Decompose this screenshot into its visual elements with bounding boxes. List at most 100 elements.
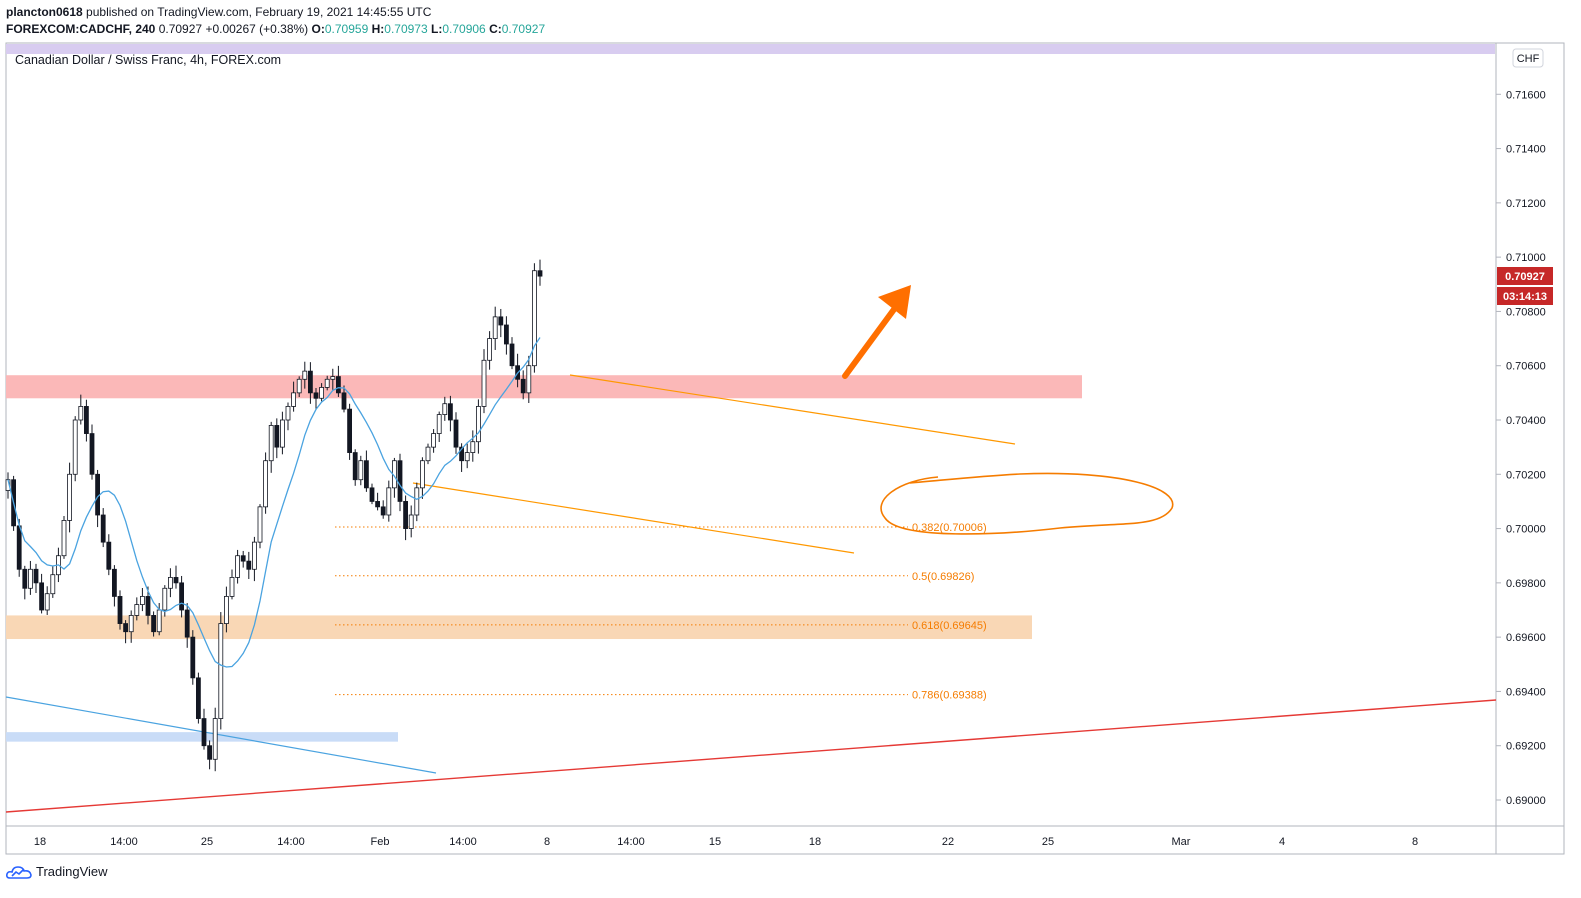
candle-body [296,378,302,394]
publish-info: plancton0618 published on TradingView.co… [6,5,431,19]
candle-body [167,577,173,589]
candle-body [526,365,532,394]
moving-average-line [7,337,541,668]
candle-body [279,419,285,448]
last-price-tag-label: 0.70927 [1505,271,1545,283]
candle-body [117,596,123,624]
candle-body [475,406,481,443]
candle-body [352,452,358,481]
close-label: C: [489,22,502,36]
candle-body [520,378,526,394]
fib-level-label: 0.5(0.69826) [912,571,974,583]
candle-body [89,433,95,475]
candle-body [431,433,437,448]
blue-trendline [5,696,437,774]
tradingview-logo[interactable]: TradingView [6,864,108,879]
low-value: 0.70906 [442,22,486,36]
candle-body [408,514,414,529]
candle-body [403,501,409,529]
candle-body [532,270,537,367]
channel-upper-line [569,374,1016,445]
published-text: published on TradingView.com, February 1… [86,5,432,19]
tradingview-cloud-icon [6,865,32,879]
y-tick-label: 0.70000 [1506,524,1546,536]
candle-body [464,452,470,462]
candle-body [145,596,151,616]
candle-body [251,541,257,570]
candle-body [84,406,89,434]
candle-body [44,593,50,611]
x-tick-label: 18 [34,836,46,848]
annotation-arrow-head [878,285,911,319]
purple-band [6,44,1495,54]
candle-body [50,574,56,595]
candle-body [481,359,487,407]
red-trendline [5,699,1497,813]
x-tick-label: Mar [1172,836,1191,848]
candle-body [72,419,78,475]
candle-body [347,408,353,453]
x-tick-label: 4 [1279,836,1285,848]
candle-body [263,460,269,508]
price-change: +0.00267 (+0.38%) [205,22,309,36]
x-tick-label: 14:00 [110,836,138,848]
candle-body [78,406,84,421]
currency-button[interactable] [1512,48,1544,68]
candle-body [358,460,364,481]
candle-body [453,419,459,448]
candle-body [151,615,157,633]
candle-body [229,577,235,597]
candle-body [447,403,453,421]
high-label: H: [371,22,385,36]
candle-body [106,541,112,570]
open-value: 0.70959 [324,22,369,36]
publisher-name[interactable]: plancton0618 [6,5,83,19]
candle-body [375,501,381,508]
candle-body [442,403,448,415]
candle-body [319,387,325,399]
candle-body [235,555,241,578]
y-tick-label: 0.69600 [1506,632,1546,644]
x-tick-label: 22 [942,836,954,848]
candle-body [184,609,190,638]
candle-body [162,587,168,611]
candle-body [257,506,263,543]
candle-body [67,473,72,521]
candle-body [324,378,330,388]
zone-support [6,615,1032,640]
last-price-tag [1497,267,1553,285]
low-label: L: [431,22,443,36]
candle-body [414,487,420,516]
x-tick-label: 14:00 [449,836,477,848]
candle-body [369,487,375,502]
countdown-tag-label: 03:14:13 [1503,291,1547,303]
annotation-arrow-shaft [842,305,898,379]
x-tick-label: 14:00 [617,836,645,848]
candle-body [128,615,134,633]
y-tick-label: 0.70800 [1506,306,1546,318]
candle-body [123,623,128,633]
candle-body [173,577,179,584]
candle-body [246,560,252,570]
candle-body [302,370,308,380]
candle-body [386,487,392,516]
fib-level-label: 0.382(0.70006) [912,522,987,534]
candle-body [380,506,386,516]
candle-body [112,568,117,597]
y-tick-label: 0.71000 [1506,252,1546,264]
zone-resistance [6,375,1082,399]
y-tick-label: 0.70600 [1506,361,1546,373]
candle-body [139,596,145,605]
x-tick-label: 18 [809,836,821,848]
fib-level-label: 0.618(0.69645) [912,620,987,632]
ohlc-legend: FOREXCOM:CADCHF, 240 0.70927 +0.00267 (+… [6,22,545,36]
candle-body [503,324,509,345]
chart-title: Canadian Dollar / Swiss Franc, 4h, FOREX… [15,53,281,67]
y-tick-label: 0.69200 [1506,741,1546,753]
x-tick-label: 15 [709,836,721,848]
candle-body [335,376,341,394]
y-tick-label: 0.70200 [1506,469,1546,481]
x-tick-label: 25 [1042,836,1054,848]
candle-body [179,582,185,611]
